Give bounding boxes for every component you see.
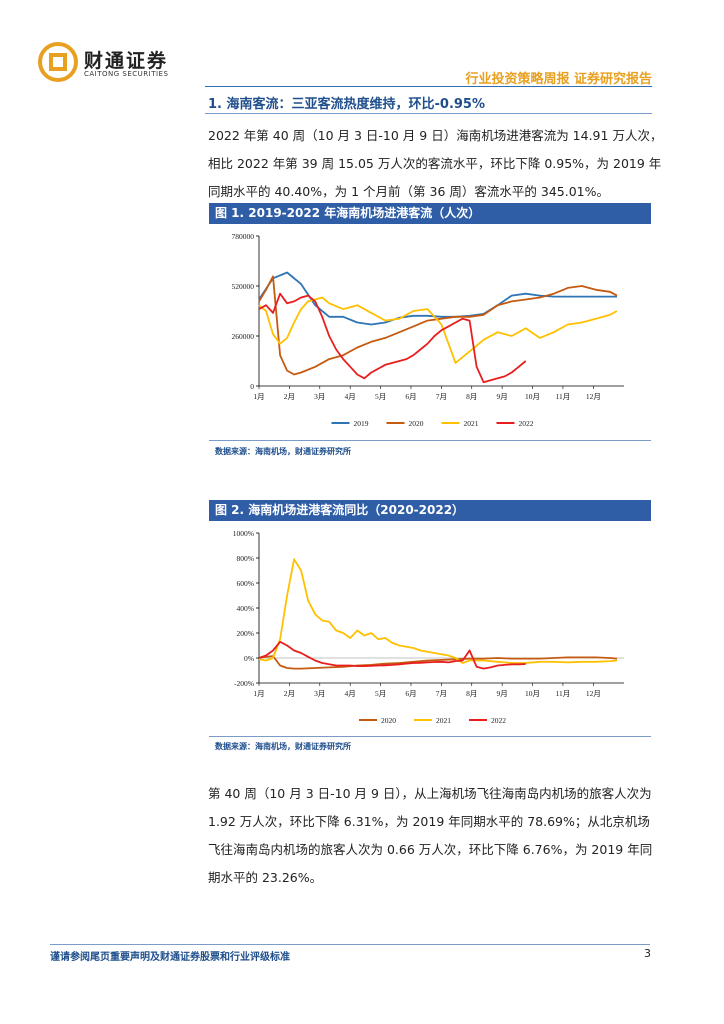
paragraph-line: 第 40 周（10 月 3 日-10 月 9 日），从上海机场飞往海南岛内机场的… [208, 786, 652, 801]
legend-label-2020: 2020 [381, 716, 396, 725]
x-tick-label: 6月 [405, 392, 416, 401]
company-name-cn: 财通证券 [84, 50, 169, 72]
x-tick-label: 8月 [466, 392, 477, 401]
y-tick-label: -200% [234, 679, 254, 688]
x-tick-label: 10月 [525, 392, 540, 401]
report-type: 行业投资策略周报 证券研究报告 [465, 72, 652, 87]
y-tick-label: 1000% [233, 529, 254, 538]
x-tick-label: 9月 [497, 392, 508, 401]
y-tick-label: 0 [250, 382, 254, 391]
y-tick-label: 780000 [232, 232, 255, 241]
x-tick-label: 11月 [556, 392, 571, 401]
x-tick-label: 7月 [436, 689, 447, 698]
figure1-title: 图 1. 2019-2022 年海南机场进港客流（人次） [209, 203, 651, 224]
figure2-title: 图 2. 海南机场进港客流同比（2020-2022） [209, 500, 651, 521]
x-tick-label: 1月 [253, 392, 264, 401]
paragraph-line: 相比 2022 年第 39 周 15.05 万人次的客流水平，环比下降 0.95… [208, 156, 662, 171]
y-tick-label: 0% [244, 654, 254, 663]
legend-label-2020: 2020 [409, 419, 424, 428]
series-line-2020 [258, 655, 618, 670]
figure2-chart-svg: -200% 0% 200% 400% 600% 800% 1000% 1月 2月 3月 4月 5月 6月… [233, 529, 624, 725]
x-tick-label: 10月 [525, 689, 540, 698]
figure2-source-divider [209, 736, 651, 737]
legend-label-2022: 2022 [491, 716, 506, 725]
x-tick-label: 5月 [375, 392, 386, 401]
x-tick-label: 2月 [284, 689, 295, 698]
figure1-chart: 0 260000 520000 780000 1月 2月 3月 4月 5月 6月 7月 8月 9月 10月… [209, 226, 651, 440]
y-tick-label: 520000 [232, 282, 255, 291]
x-tick-label: 4月 [345, 392, 356, 401]
figure1-source-divider [209, 440, 651, 441]
series-line-2020 [258, 275, 618, 376]
x-tick-label: 6月 [405, 689, 416, 698]
x-tick-label: 8月 [466, 689, 477, 698]
legend-label-2019: 2019 [354, 419, 369, 428]
y-tick-label: 400% [237, 604, 255, 613]
section-title: 1. 海南客流：三亚客流热度维持，环比-0.95% [208, 97, 486, 112]
company-name-en: CAITONG SECURITIES [84, 70, 169, 78]
x-tick-label: 5月 [375, 689, 386, 698]
paragraph-line: 1.92 万人次，环比下降 6.31%，为 2019 年同期水平的 78.69%… [208, 814, 650, 829]
x-tick-label: 9月 [497, 689, 508, 698]
y-tick-label: 800% [237, 554, 255, 563]
figure1-chart-svg: 0 260000 520000 780000 1月 2月 3月 4月 5月 6月 7月 8月 9月 10月… [232, 232, 624, 428]
paragraph-line: 同期水平的 40.40%，为 1 个月前（第 36 周）客流水平的 345.01… [208, 184, 609, 199]
footer-disclaimer: 谨请参阅尾页重要声明及财通证券股票和行业评级标准 [50, 952, 290, 963]
y-tick-label: 200% [237, 629, 255, 638]
x-tick-label: 3月 [314, 392, 325, 401]
company-logo-icon [38, 42, 78, 82]
y-tick-label: 260000 [232, 332, 255, 341]
paragraph-line: 飞往海南岛内机场的旅客人次为 0.66 万人次，环比下降 6.76%，为 201… [208, 842, 653, 857]
figure2-chart: -200% 0% 200% 400% 600% 800% 1000% 1月 2月 3月 4月 5月 6月… [209, 523, 651, 737]
x-tick-label: 12月 [586, 689, 601, 698]
x-tick-label: 7月 [436, 392, 447, 401]
series-line-2022 [258, 292, 527, 384]
section-divider [205, 113, 652, 114]
paragraph-weekly-traffic: 2022 年第 40 周（10 月 3 日-10 月 9 日）海南机场进港客流为… [208, 122, 663, 206]
legend-label-2022: 2022 [519, 419, 534, 428]
paragraph-line: 2022 年第 40 周（10 月 3 日-10 月 9 日）海南机场进港客流为… [208, 128, 663, 143]
series-line-2021 [258, 296, 618, 364]
x-tick-label: 1月 [253, 689, 264, 698]
x-tick-label: 12月 [586, 392, 601, 401]
series-line-2019 [258, 271, 617, 326]
series-line-2021 [258, 558, 618, 664]
figure1-source: 数据来源：海南机场，财通证券研究所 [215, 447, 351, 456]
x-tick-label: 3月 [314, 689, 325, 698]
x-tick-label: 2月 [284, 392, 295, 401]
legend-label-2021: 2021 [436, 716, 451, 725]
x-tick-label: 4月 [345, 689, 356, 698]
legend-label-2021: 2021 [464, 419, 479, 428]
series-line-2022 [258, 640, 526, 670]
paragraph-line: 期水平的 23.26%。 [208, 870, 323, 885]
x-tick-label: 11月 [556, 689, 571, 698]
page-number: 3 [644, 947, 651, 960]
figure2-source: 数据来源：海南机场，财通证券研究所 [215, 742, 351, 751]
footer-divider [50, 944, 650, 945]
paragraph-route-traffic: 第 40 周（10 月 3 日-10 月 9 日），从上海机场飞往海南岛内机场的… [208, 780, 652, 892]
header-divider [205, 86, 652, 87]
y-tick-label: 600% [237, 579, 255, 588]
